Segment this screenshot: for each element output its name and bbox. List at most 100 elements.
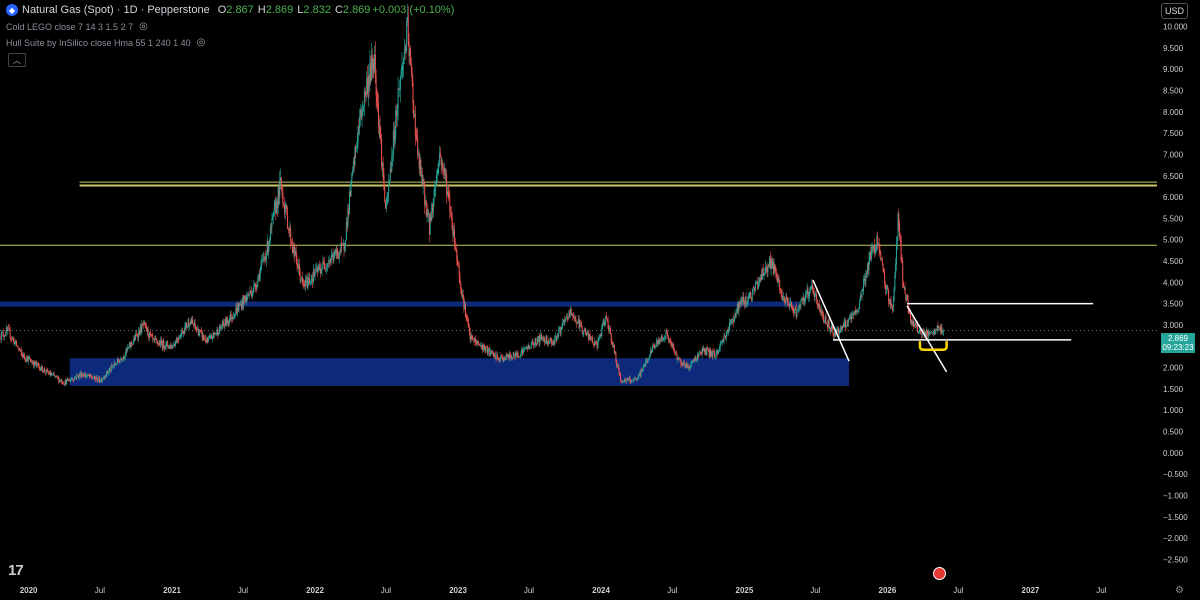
candle-body [308,277,310,282]
candle-body [170,345,172,349]
candle-body [281,188,283,194]
candle-body [468,326,470,332]
candle-body [386,196,388,202]
candle-body [128,343,130,348]
candle-body [547,342,549,344]
settings-icon[interactable]: ⚙ [1175,585,1184,596]
candle-body [149,331,151,338]
time-axis[interactable]: 2020 Jul 2021 Jul 2022 Jul 2023 Jul 2024 Jul 2025 J… [0,568,1200,600]
candle-body [346,222,348,226]
tradingview-logo-icon[interactable]: 17 [8,562,24,579]
candle-body [243,295,245,307]
candle-body [899,223,901,237]
indicator-cold-lego[interactable]: Cold LEGO close 7 14 3 1.5 2 7 ◎ [6,21,148,32]
candle-body [446,191,448,195]
candle-body [681,364,683,366]
candle-body [790,302,792,308]
candle-body [893,289,895,302]
candle-body [615,352,617,361]
candle-body [372,58,374,70]
candle-body [816,294,818,300]
candle-body [873,245,875,249]
candle-body [374,54,376,72]
candle-body [96,377,98,382]
candle-body [798,305,800,309]
candle-body [44,368,46,372]
candle-body [55,375,57,377]
candle-body [120,359,122,360]
candle-body [852,314,854,315]
candle-body [33,361,35,367]
time-axis-tick-label: Jul [810,586,820,595]
candle-body [942,331,944,334]
candle-body [408,41,410,57]
candle-body [137,336,139,338]
candle-body [484,347,486,353]
indicator-hull-suite[interactable]: Hull Suite by InSilico close Hma 55 1 24… [6,37,205,48]
candle-body [360,109,362,119]
collapse-legend-button[interactable]: ︿ [8,53,26,67]
currency-button[interactable]: USD [1161,3,1188,19]
candle-body [750,292,752,299]
symbol-header[interactable]: ◆ Natural Gas (Spot) · 1D · Pepperstone … [6,3,456,17]
candle-body [80,372,82,377]
candle-body [809,290,811,292]
candle-body [892,301,894,311]
candle-body [245,296,247,302]
price-axis[interactable]: 10.000 9.500 9.000 8.500 8.000 7.500 7.000 6.50… [1157,0,1200,568]
candle-body [290,228,292,243]
candle-body [191,319,193,324]
candle-body [218,333,220,336]
candle-body [619,373,621,375]
candle-body [130,342,132,348]
candle-body [305,278,307,280]
event-flag-icon[interactable] [933,567,946,580]
candle-body [558,328,560,336]
symbol-title[interactable]: Natural Gas (Spot) · 1D · Pepperstone [22,4,210,16]
candle-body [655,346,657,348]
candle-body [816,299,818,304]
candle-body [11,338,13,340]
candle-body [184,325,186,334]
candle-body [653,346,655,348]
candle-body [638,372,640,375]
candle-body [187,321,189,326]
candle-body [446,174,448,195]
candle-body [897,213,899,237]
candle-body [689,367,691,369]
candle-body [684,364,686,368]
candle-body [472,338,474,340]
candle-body [45,369,47,373]
candle-body [533,343,535,346]
candle-body [738,302,740,312]
candle-body [316,267,318,269]
candle-body [385,201,387,209]
candle-body [103,376,105,379]
candle-body [406,22,408,51]
candle-body [86,375,88,377]
price-axis-tick-label: −1.000 [1163,492,1188,501]
candle-body [272,216,274,219]
time-axis-tick-label: 2027 [1022,586,1040,595]
candle-body [12,337,14,340]
candle-body [109,368,111,371]
candle-body [150,334,152,336]
candle-body [703,348,705,351]
candle-body [856,310,858,312]
candle-body [216,329,218,333]
indicator-label: Hull Suite by InSilico close Hma 55 1 24… [6,37,191,48]
eye-icon[interactable]: ◎ [196,37,206,48]
candle-body [66,379,68,385]
candle-body [327,263,329,264]
candle-body [825,316,827,324]
candle-body [580,322,582,327]
candle-body [420,160,422,177]
candle-body [632,379,634,381]
candle-body [375,77,377,96]
candle-body [837,327,839,334]
candle-body [630,381,632,383]
eye-icon[interactable]: ◎ [139,21,148,32]
candle-body [564,319,566,322]
candle-body [740,301,742,305]
